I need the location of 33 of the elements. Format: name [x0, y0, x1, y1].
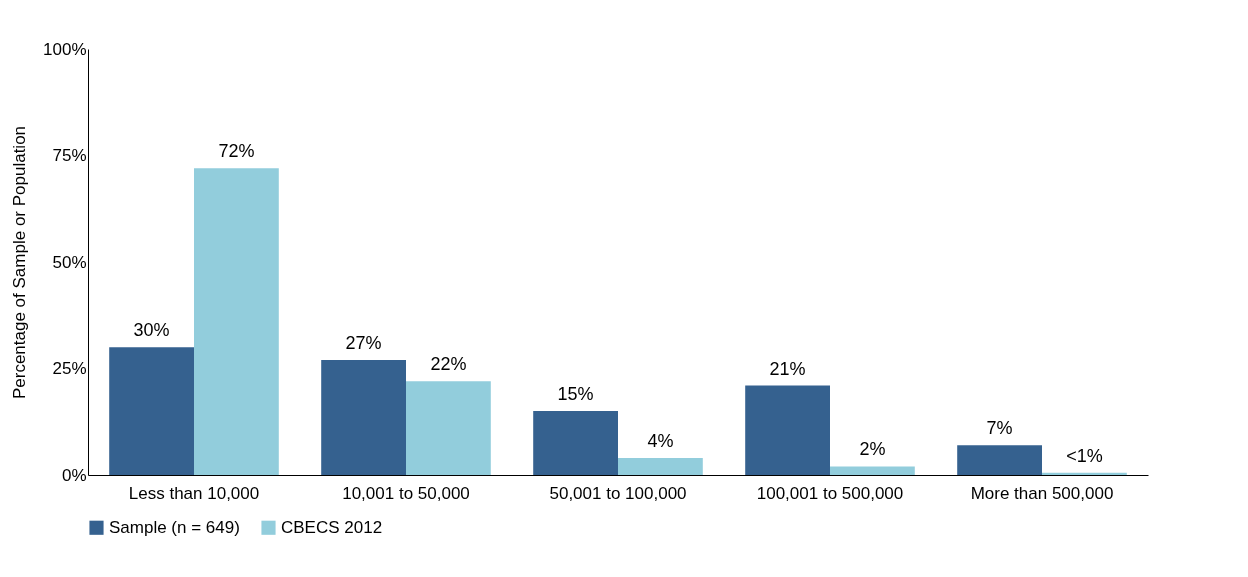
data-label: <1%	[1066, 445, 1103, 466]
data-label: 27%	[345, 332, 382, 353]
x-tick-label: 50,001 to 100,000	[549, 483, 687, 503]
bar	[1042, 472, 1127, 475]
data-label: 30%	[133, 320, 170, 341]
x-tick-label: 100,001 to 500,000	[756, 483, 904, 503]
y-tick-label: 50%	[52, 252, 87, 272]
legend-label: Sample (n = 649)	[109, 517, 240, 537]
bar	[745, 385, 830, 475]
bar	[406, 381, 491, 475]
data-label: 15%	[557, 384, 594, 405]
bar	[533, 411, 618, 475]
bar	[830, 466, 915, 475]
bar	[194, 168, 279, 475]
y-tick-label: 75%	[52, 146, 87, 165]
data-label: 4%	[647, 430, 674, 451]
bar	[109, 347, 194, 475]
y-tick-label: 100%	[43, 39, 87, 59]
x-tick-label: 10,001 to 50,000	[342, 483, 470, 503]
data-label: 21%	[769, 358, 806, 379]
bar	[618, 457, 703, 475]
bar	[321, 359, 406, 475]
data-label: 7%	[986, 418, 1013, 439]
bar	[957, 445, 1042, 475]
x-tick-label: Less than 10,000	[128, 483, 260, 503]
y-tick-label: 25%	[52, 359, 87, 378]
data-label: 22%	[430, 354, 467, 375]
y-tick-label: 0%	[61, 465, 87, 485]
legend-label: CBECS 2012	[281, 517, 383, 537]
data-label: 2%	[859, 439, 886, 460]
x-tick-label: More than 500,000	[970, 483, 1114, 503]
data-label: 72%	[218, 141, 255, 162]
y-axis-title: Percentage of Sample or Population	[10, 125, 30, 400]
